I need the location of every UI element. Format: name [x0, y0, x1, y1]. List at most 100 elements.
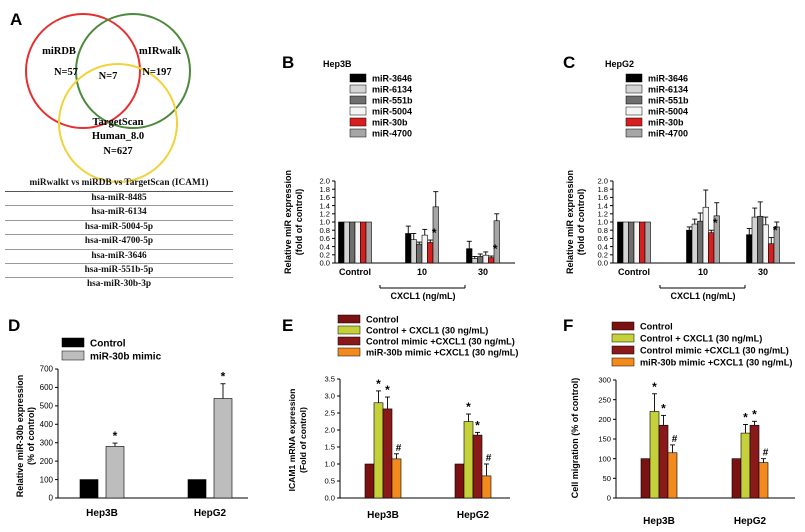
y-tick-label: 1.2: [319, 210, 330, 219]
y-tick-label: 3.0: [324, 392, 335, 401]
bar: [758, 462, 769, 499]
legend-label: miR-6134: [372, 85, 412, 95]
bar: [757, 215, 764, 264]
chart-title: HepG2: [605, 59, 634, 69]
y-tick-label: 100: [40, 475, 54, 484]
y-axis-label: ICAM1 mRNA expression(Fold of control): [287, 389, 308, 492]
y-axis-label-line: (fold of control): [576, 189, 586, 255]
bar: [338, 221, 345, 264]
bar: [697, 220, 704, 264]
y-tick-label: 0.6: [597, 234, 608, 243]
x-axis-label: CXCL1 (ng/mL): [391, 291, 456, 301]
mirna-table-row: hsa-miR-5004-5p: [5, 221, 233, 236]
legend-swatch: [625, 117, 643, 127]
x-group-label: 30: [758, 267, 768, 277]
legend-label: miR-3646: [648, 74, 688, 84]
bar: [471, 258, 478, 264]
panel-letter-e: E: [282, 316, 293, 335]
legend-label: Control: [90, 339, 126, 350]
x-group-label: HepG2: [734, 516, 767, 527]
venn-count-intersection: N=7: [99, 71, 118, 82]
venn-count-mirdb: N=57: [54, 67, 78, 78]
mirna-table-row: hsa-miR-551b-5p: [5, 264, 233, 279]
venn-count-targetscan: N=627: [103, 146, 132, 157]
y-axis-label-line: Relative miR-30b expression: [15, 375, 25, 498]
bar: [768, 243, 775, 264]
legend-swatch: [625, 95, 643, 105]
y-axis-label: Cell migration (% of control): [570, 378, 580, 499]
bar: [391, 458, 402, 499]
bar: [622, 221, 629, 264]
y-tick-label: 3.5: [324, 375, 335, 384]
x-axis-label: CXCL1 (ng/mL): [671, 291, 736, 301]
significance-star: *: [713, 216, 718, 230]
bar: [691, 223, 698, 264]
significance-hash: #: [396, 443, 402, 454]
legend-swatch: [625, 73, 643, 83]
significance-star: *: [376, 377, 381, 391]
bar: [640, 458, 651, 499]
x-group-label: HepG2: [457, 510, 490, 521]
y-tick-label: 0.2: [319, 251, 330, 260]
bar: [416, 243, 423, 264]
y-axis-label-line: Cell migration (% of control): [570, 378, 580, 499]
bar: [365, 221, 372, 264]
y-tick-label: 1.6: [597, 193, 608, 202]
legend-swatch: [349, 128, 367, 138]
venn-circle-mirdb: [25, 13, 141, 129]
y-tick-label: 0.0: [319, 259, 330, 268]
chart-c-hepg2: HepG2 0.00.20.40.60.81.01.21.41.61.82.0 Re…: [565, 59, 795, 301]
bar: [410, 239, 417, 264]
bar: [649, 411, 660, 499]
y-tick-label: 700: [40, 365, 54, 374]
y-tick-label: 1.2: [597, 210, 608, 219]
bar: [454, 463, 465, 499]
bar: [731, 458, 742, 499]
significance-star: *: [493, 242, 498, 256]
bar: [463, 421, 474, 499]
x-group-label: Hep3B: [367, 510, 399, 521]
significance-star: *: [221, 370, 226, 384]
legend-label: Control: [640, 322, 673, 332]
significance-star: *: [113, 429, 118, 443]
legend-swatch: [349, 117, 367, 127]
legend-label: miR-30b mimic +CXCL1 (30 ng/mL): [640, 358, 792, 368]
bar: [466, 248, 473, 264]
chart-f-cell-migration: 0 50 100 150 200 250 300 Cell migration (% of c…: [570, 322, 795, 527]
bar: [427, 242, 434, 264]
venn-circle-mirwalk: [75, 13, 191, 129]
y-tick-label: 0.4: [597, 242, 608, 251]
legend-label: Control mimic +CXCL1 (30 ng/mL): [366, 337, 515, 347]
panel-letter-a: A: [10, 10, 22, 29]
legend-label: miR-30b: [648, 118, 684, 128]
significance-star: *: [652, 380, 657, 394]
x-group-label: 10: [417, 267, 427, 277]
y-tick-label: 100: [598, 454, 611, 463]
significance-hash: #: [486, 453, 492, 464]
legend-label: miR-5004: [648, 107, 688, 117]
y-tick-label: 0.0: [324, 494, 335, 503]
y-axis-label: Relative miR expression(fold of control): [565, 170, 586, 274]
bar: [617, 221, 624, 264]
venn-label-targetscan: TargetScan: [93, 117, 144, 128]
y-tick-label: 0: [607, 494, 611, 503]
y-tick-label: 0: [49, 494, 54, 503]
mirna-table: miRwalkt vs miRDB vs TargetScan (ICAM1) …: [5, 175, 233, 292]
bar: [746, 234, 753, 264]
chart-d-mir30b-expression: 0 100 200 300 400 500 600 700 Relative miR-30b e…: [15, 337, 248, 519]
y-tick-label: 50: [603, 474, 611, 483]
y-tick-label: 0.6: [319, 234, 330, 243]
y-tick-label: 150: [598, 435, 611, 444]
mirna-table-header: miRwalkt vs miRDB vs TargetScan (ICAM1): [5, 175, 233, 192]
bar: [373, 402, 384, 499]
bar: [421, 234, 428, 264]
y-tick-label: 300: [40, 438, 54, 447]
legend-label: miR-6134: [648, 85, 688, 95]
y-tick-label: 2.0: [597, 177, 608, 186]
legend-swatch: [337, 314, 361, 324]
bar: [639, 221, 646, 264]
y-tick-label: 2.5: [324, 409, 335, 418]
y-tick-label: 1.4: [319, 201, 330, 210]
mirna-table-row: hsa-miR-6134: [5, 206, 233, 221]
y-tick-label: 0.5: [324, 477, 335, 486]
